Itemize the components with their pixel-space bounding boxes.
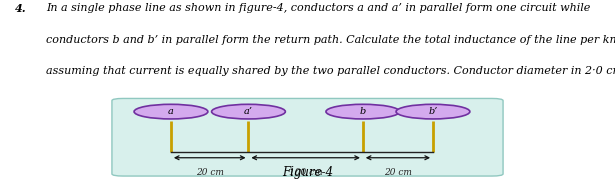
Text: b’: b’ (428, 107, 438, 116)
Text: In a single phase line as shown in figure-4, conductors a and a’ in parallel for: In a single phase line as shown in figur… (46, 3, 590, 13)
Circle shape (326, 104, 400, 119)
Text: a: a (168, 107, 174, 116)
Circle shape (212, 104, 285, 119)
Text: 100 cm: 100 cm (289, 168, 322, 177)
Text: a’: a’ (244, 107, 253, 116)
Circle shape (396, 104, 470, 119)
Text: 4.: 4. (15, 3, 27, 14)
Text: 20 cm: 20 cm (384, 168, 412, 177)
Text: b: b (360, 107, 366, 116)
Text: 20 cm: 20 cm (196, 168, 224, 177)
Text: Figure-4: Figure-4 (282, 165, 333, 179)
FancyBboxPatch shape (112, 98, 503, 176)
Text: assuming that current is equally shared by the two parallel conductors. Conducto: assuming that current is equally shared … (46, 66, 615, 76)
Text: conductors b and b’ in parallel form the return path. Calculate the total induct: conductors b and b’ in parallel form the… (46, 35, 615, 45)
Circle shape (134, 104, 208, 119)
